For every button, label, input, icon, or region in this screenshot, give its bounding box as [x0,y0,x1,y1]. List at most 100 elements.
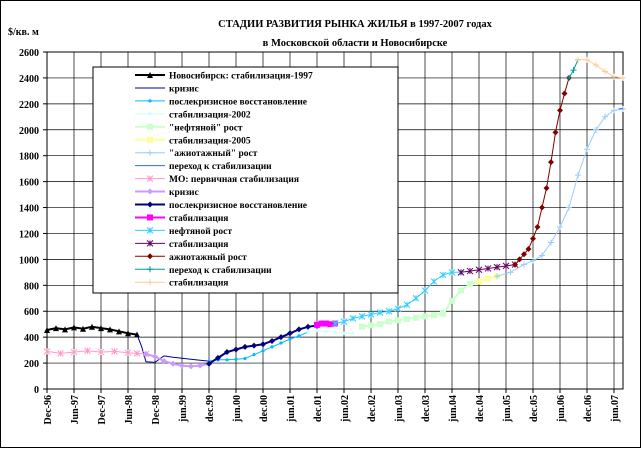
data-point-marker [440,310,446,317]
data-point-marker [457,268,465,276]
data-point-marker [516,256,523,263]
data-point-marker [147,201,153,208]
data-point-marker [602,68,608,75]
data-point-marker [278,334,284,341]
data-point-marker [296,326,302,333]
legend-item: переход к стабилизации [135,161,272,172]
data-point-marker [539,204,545,211]
data-point-marker [557,107,563,114]
legend-label: МО: первичная стабилизация [169,174,299,185]
series-7 [618,107,624,110]
data-point-marker [188,363,194,370]
data-point-marker [318,320,325,327]
y-tick-label: 1400 [19,204,39,215]
x-tick-label: Dec-98 [151,395,162,424]
legend-label: послекризисное восстановление [169,97,307,107]
x-tick-label: dec.01 [313,395,324,422]
data-point-marker [215,354,221,361]
data-point-marker [147,136,153,143]
data-point-marker [534,223,541,230]
series-line [496,108,624,277]
data-point-marker [315,329,319,333]
x-tick-label: dec.04 [475,395,486,422]
data-point-marker [466,267,474,275]
legend: Новосибирск: стабилизация-1997 кризис посл… [92,66,399,294]
series-8 [43,347,150,358]
x-tick-label: jun.06 [556,395,567,423]
data-point-marker [279,341,283,345]
y-tick-label: 1800 [19,152,39,163]
data-point-marker [146,227,154,234]
data-point-marker [116,328,122,335]
legend-label: стабилизация [169,278,228,289]
data-point-marker [602,113,608,120]
data-point-marker [494,273,500,280]
legend-label: Новосибирск: стабилизация-1997 [169,71,313,82]
data-point-marker [385,307,393,315]
x-tick-label: jun.01 [286,395,297,423]
data-point-marker [404,316,410,323]
data-point-marker [340,318,348,325]
legend-item: стабилизация [135,239,228,250]
legend-label: стабилизация-2005 [169,135,251,146]
data-point-marker [146,175,154,182]
legend-item: нефтяной рост [135,226,232,237]
data-point-marker [107,326,113,333]
legend-item: послекризисное восстановление [135,97,307,107]
data-point-marker [170,360,176,367]
data-point-marker [148,99,152,103]
series-0 [44,323,140,338]
data-point-marker [98,325,104,332]
data-point-marker [148,112,152,116]
data-point-marker [97,348,105,356]
data-point-marker [70,348,78,356]
data-point-marker [125,330,131,337]
data-point-marker [412,294,420,302]
data-point-marker [543,185,550,192]
data-point-marker [224,349,230,356]
data-point-marker [395,317,401,324]
data-point-marker [260,341,266,348]
legend-label: переход к стабилизации [169,161,272,172]
x-tick-label: jun.04 [448,395,459,423]
series-13 [457,261,519,276]
data-point-marker [62,326,68,333]
data-point-marker [377,321,383,328]
data-point-marker [448,268,456,276]
data-point-marker [305,323,311,330]
data-point-marker [467,281,473,288]
data-point-marker [53,325,59,332]
data-point-marker [147,266,153,273]
data-point-marker [620,74,626,81]
legend-item: ажиотажный рост [135,252,247,263]
legend-item: Новосибирск: стабилизация-1997 [135,71,313,82]
y-tick-label: 800 [24,281,39,292]
legend-label: переход к стабилизации [169,265,272,276]
data-point-marker [521,251,527,258]
y-tick-label: 2200 [19,100,39,111]
plot-border [46,51,624,390]
x-tick-label: dec.99 [205,395,216,422]
data-point-marker [161,358,167,365]
data-point-marker [530,235,536,242]
data-point-marker [484,265,492,272]
x-tick-label: dec.06 [583,395,594,422]
data-point-marker [324,329,328,333]
data-point-marker [439,271,447,279]
data-point-marker [147,279,153,286]
x-tick-label: jun.07 [610,395,621,423]
x-tick-label: Jun-98 [124,395,135,424]
series-6 [494,106,626,280]
legend-item: стабилизация-2002 [135,109,251,120]
legend-item: кризис [135,188,199,198]
x-tick-label: Dec-97 [97,395,108,424]
legend-label: стабилизация [169,213,228,224]
x-tick-label: jun.99 [178,395,189,423]
data-point-marker [84,347,91,355]
data-point-marker [89,323,95,330]
data-point-marker [413,314,419,321]
data-point-marker [234,357,238,361]
data-point-marker [323,320,329,327]
series-10 [206,322,320,367]
